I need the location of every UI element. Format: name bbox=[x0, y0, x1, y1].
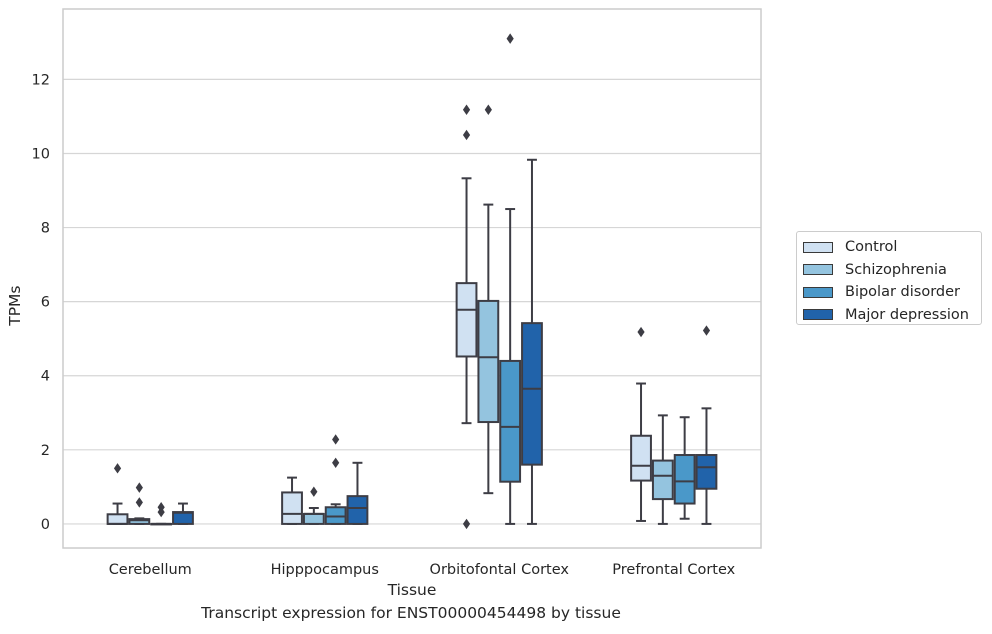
legend-item-control: Control bbox=[803, 236, 981, 259]
y-tick-label: 12 bbox=[32, 72, 50, 88]
y-axis-label: TPMs bbox=[6, 286, 24, 327]
legend-swatch bbox=[803, 309, 833, 321]
y-tick-label: 2 bbox=[41, 443, 50, 459]
box-iqr bbox=[172, 511, 194, 525]
box-bipolar-disorder bbox=[673, 416, 696, 520]
box-iqr bbox=[673, 454, 696, 505]
box-iqr bbox=[281, 491, 303, 525]
legend-label: Schizophrenia bbox=[845, 261, 947, 278]
box-iqr bbox=[695, 454, 718, 490]
box-major-depression bbox=[521, 158, 543, 525]
x-axis-label: Tissue bbox=[387, 581, 437, 599]
box-iqr bbox=[346, 495, 369, 525]
y-tick-label: 6 bbox=[41, 295, 50, 311]
box-bipolar-disorder bbox=[324, 434, 347, 525]
outlier-point bbox=[332, 457, 340, 468]
box-control bbox=[630, 326, 652, 522]
x-tick-label: Cerebellum bbox=[109, 562, 192, 578]
legend-swatch bbox=[803, 264, 833, 276]
outlier-point bbox=[484, 104, 492, 115]
outlier-point bbox=[135, 497, 143, 508]
outlier-point bbox=[637, 326, 645, 338]
box-iqr bbox=[499, 359, 522, 483]
box-schizophrenia bbox=[128, 482, 151, 525]
box-control bbox=[106, 463, 129, 525]
outlier-point bbox=[332, 434, 340, 445]
legend-label: Bipolar disorder bbox=[845, 284, 960, 301]
legend-item-bipolar-disorder: Bipolar disorder bbox=[803, 281, 981, 304]
x-axis-tick-labels: Cerebellum Hipppocampus Orbitofontal Corte… bbox=[109, 562, 736, 578]
x-tick-label: Prefrontal Cortex bbox=[612, 562, 735, 578]
legend-label: Major depression bbox=[845, 306, 969, 323]
box-iqr bbox=[477, 299, 500, 424]
box-major-depression bbox=[346, 461, 369, 525]
box-iqr bbox=[630, 434, 652, 482]
box-bipolar-disorder bbox=[150, 502, 173, 526]
outlier-point bbox=[113, 463, 122, 474]
outlier-point bbox=[135, 482, 143, 493]
box-iqr bbox=[302, 512, 325, 525]
y-tick-label: 4 bbox=[41, 369, 50, 385]
box-iqr bbox=[651, 459, 674, 501]
outlier-point bbox=[506, 33, 514, 44]
chart-caption: Transcript expression for ENST0000045449… bbox=[201, 604, 621, 622]
box-major-depression bbox=[695, 325, 718, 525]
x-tick-label: Orbitofontal Cortex bbox=[430, 562, 570, 578]
box-iqr bbox=[455, 282, 478, 358]
box-bipolar-disorder bbox=[499, 33, 522, 525]
box-iqr bbox=[106, 513, 129, 525]
legend: Control Schizophrenia Bipolar disorder M… bbox=[796, 231, 982, 325]
box-control bbox=[281, 476, 303, 525]
outlier-point bbox=[462, 104, 471, 115]
outlier-point bbox=[462, 518, 471, 530]
y-tick-label: 10 bbox=[32, 146, 50, 162]
outlier-point bbox=[462, 129, 471, 141]
box-series bbox=[106, 33, 718, 530]
box-iqr bbox=[521, 322, 543, 466]
x-tick-label: Hipppocampus bbox=[271, 562, 379, 578]
legend-item-schizophrenia: Schizophrenia bbox=[803, 259, 981, 282]
box-major-depression bbox=[172, 502, 194, 525]
box-schizophrenia bbox=[302, 486, 325, 525]
y-tick-label: 8 bbox=[41, 221, 50, 237]
box-control bbox=[455, 104, 478, 530]
box-iqr bbox=[128, 518, 151, 525]
legend-label: Control bbox=[845, 239, 898, 256]
y-axis-tick-labels: 0 2 4 6 8 10 12 bbox=[32, 72, 50, 533]
outlier-point bbox=[310, 486, 318, 497]
outlier-point bbox=[702, 325, 711, 336]
box-schizophrenia bbox=[651, 414, 674, 525]
legend-swatch bbox=[803, 286, 833, 298]
box-schizophrenia bbox=[477, 104, 500, 495]
outlier-point bbox=[157, 506, 165, 518]
legend-swatch bbox=[803, 241, 833, 253]
y-tick-label: 0 bbox=[41, 517, 50, 533]
plot-border bbox=[62, 8, 762, 549]
legend-item-major-depression: Major depression bbox=[803, 304, 981, 327]
